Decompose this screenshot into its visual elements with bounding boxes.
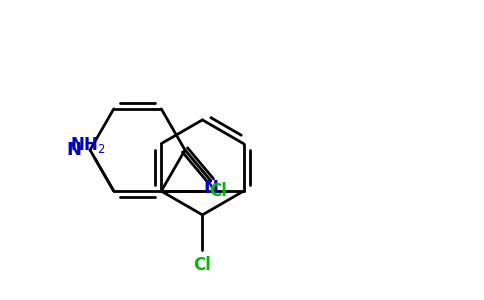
Text: N: N	[66, 141, 81, 159]
Text: Cl: Cl	[194, 256, 212, 274]
Text: Cl: Cl	[209, 182, 227, 200]
Text: N: N	[203, 179, 218, 197]
Text: NH$_2$: NH$_2$	[70, 135, 106, 155]
